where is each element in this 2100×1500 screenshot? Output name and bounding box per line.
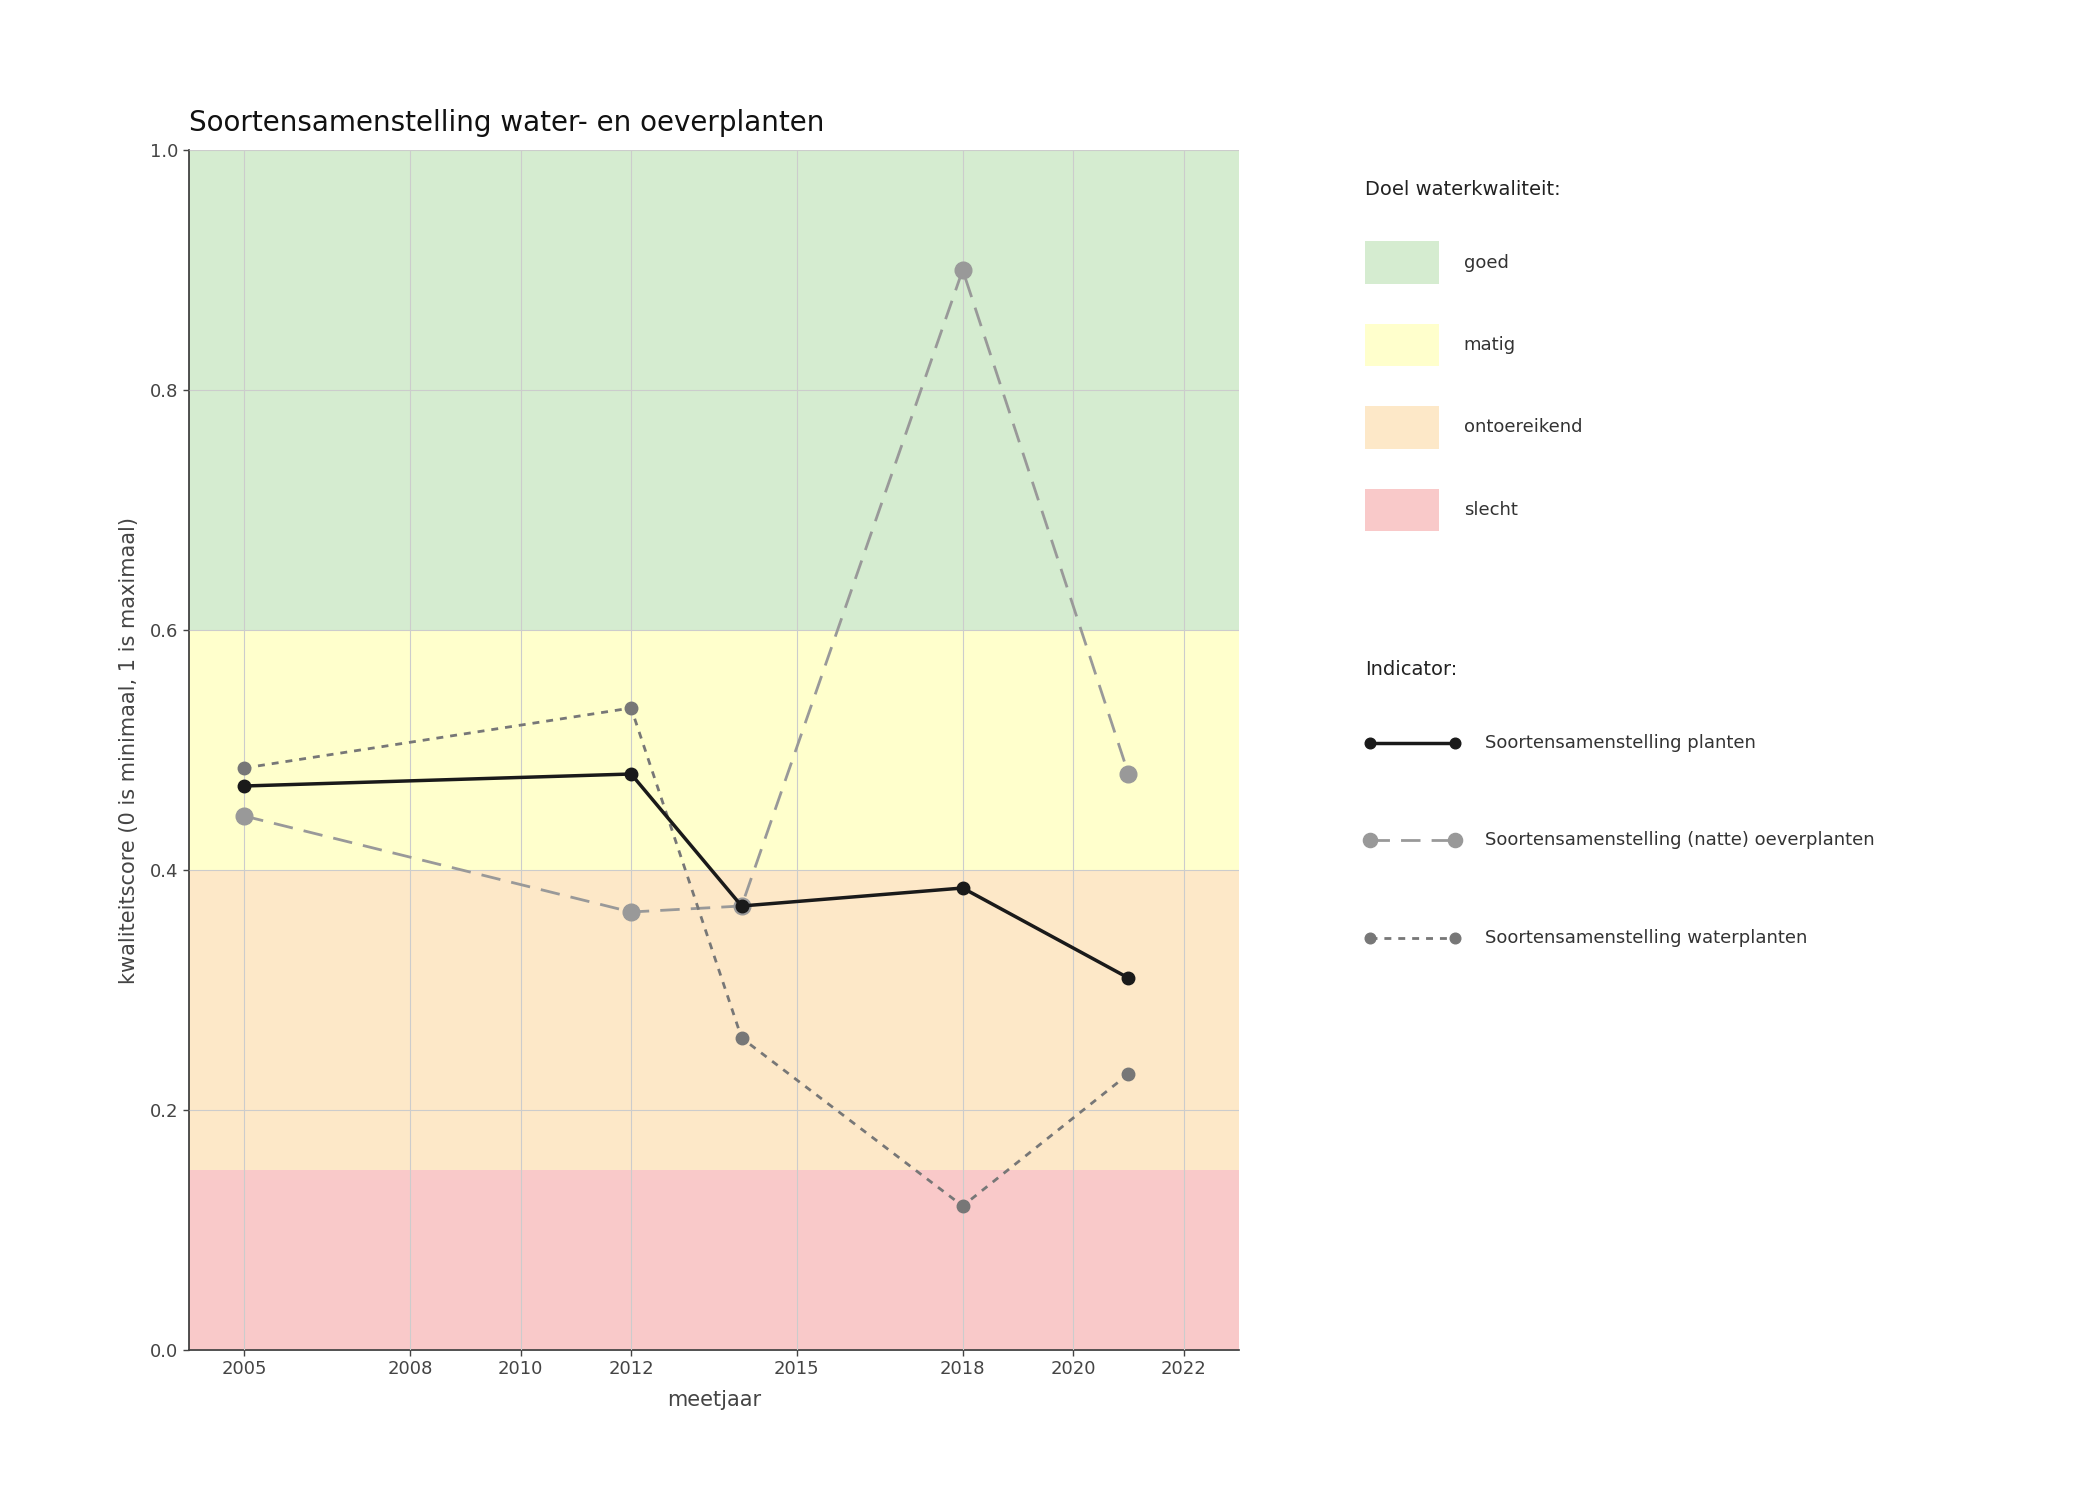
- Soortensamenstelling waterplanten: [729, 1029, 754, 1047]
- Soortensamenstelling planten: [729, 897, 754, 915]
- Soortensamenstelling planten: [949, 879, 974, 897]
- Soortensamenstelling waterplanten: [620, 699, 645, 717]
- Soortensamenstelling waterplanten: [1115, 1065, 1140, 1083]
- Text: Soortensamenstelling planten: Soortensamenstelling planten: [1485, 734, 1756, 752]
- Bar: [189, 630, 1239, 870]
- Bar: [189, 1170, 1239, 1350]
- Text: ontoereikend: ontoereikend: [1464, 419, 1581, 436]
- Soortensamenstelling waterplanten: [231, 759, 256, 777]
- Bar: [189, 870, 1239, 1170]
- Soortensamenstelling planten: [620, 765, 645, 783]
- Bar: [189, 150, 1239, 630]
- Y-axis label: kwaliteitscore (0 is minimaal, 1 is maximaal): kwaliteitscore (0 is minimaal, 1 is maxi…: [120, 516, 139, 984]
- Text: matig: matig: [1464, 336, 1516, 354]
- Line: Soortensamenstelling waterplanten: Soortensamenstelling waterplanten: [237, 702, 1134, 1212]
- Text: Indicator:: Indicator:: [1365, 660, 1457, 680]
- Soortensamenstelling (natte) oeverplanten: [231, 807, 256, 825]
- Soortensamenstelling planten: [1115, 969, 1140, 987]
- Soortensamenstelling planten: [231, 777, 256, 795]
- Soortensamenstelling (natte) oeverplanten: [1115, 765, 1140, 783]
- Text: goed: goed: [1464, 254, 1508, 272]
- Line: Soortensamenstelling planten: Soortensamenstelling planten: [237, 768, 1134, 984]
- Soortensamenstelling (natte) oeverplanten: [729, 897, 754, 915]
- Soortensamenstelling waterplanten: [949, 1197, 974, 1215]
- Text: Doel waterkwaliteit:: Doel waterkwaliteit:: [1365, 180, 1560, 200]
- Text: slecht: slecht: [1464, 501, 1518, 519]
- Soortensamenstelling (natte) oeverplanten: [949, 261, 974, 279]
- Text: Soortensamenstelling waterplanten: Soortensamenstelling waterplanten: [1485, 928, 1808, 946]
- X-axis label: meetjaar: meetjaar: [668, 1389, 760, 1410]
- Text: Soortensamenstelling (natte) oeverplanten: Soortensamenstelling (natte) oeverplante…: [1485, 831, 1875, 849]
- Soortensamenstelling (natte) oeverplanten: [620, 903, 645, 921]
- Text: Soortensamenstelling water- en oeverplanten: Soortensamenstelling water- en oeverplan…: [189, 108, 825, 136]
- Line: Soortensamenstelling (natte) oeverplanten: Soortensamenstelling (natte) oeverplante…: [235, 261, 1136, 921]
